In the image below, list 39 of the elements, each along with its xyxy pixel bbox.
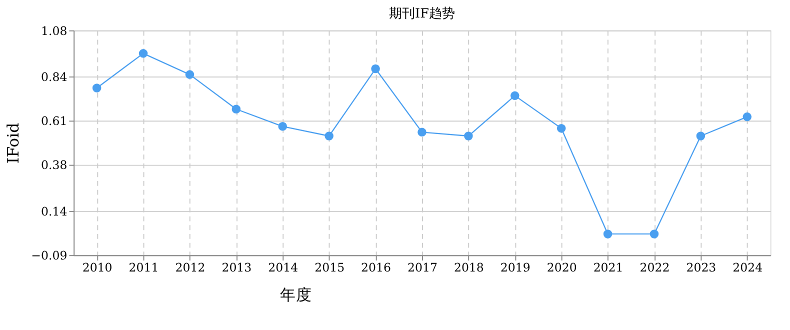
point	[696, 132, 706, 140]
point	[371, 64, 380, 74]
point	[138, 49, 148, 58]
point	[92, 84, 102, 92]
point	[418, 128, 426, 137]
chart-title: 期刊IF趋势	[389, 6, 455, 22]
x-tick-label: 2022	[640, 260, 670, 274]
x-tick-label: 2014	[268, 260, 298, 274]
y-tick-label: 0.14	[41, 204, 68, 218]
x-tick-label: 2017	[408, 260, 438, 274]
x-tick-label: 2010	[82, 260, 112, 274]
point	[650, 230, 659, 238]
point	[185, 70, 194, 79]
point	[742, 112, 752, 122]
x-tick-label: 2018	[454, 260, 484, 274]
x-tick-label: 2016	[361, 260, 392, 274]
x-tick-label: 2013	[222, 260, 252, 274]
x-tick-label: 2023	[686, 260, 716, 274]
point	[510, 91, 520, 100]
point	[603, 230, 612, 238]
y-tick-label: 0.84	[41, 70, 68, 84]
x-tick-label: 2020	[546, 260, 577, 274]
y-tick-label: 1.08	[41, 24, 68, 38]
x-tick-label: 2024	[732, 260, 763, 274]
point	[324, 132, 334, 140]
y-tick-label: 0.61	[41, 114, 68, 128]
x-tick-label: 2015	[314, 260, 345, 274]
x-axis-title: 年度	[280, 284, 312, 304]
x-tick-label: 2021	[593, 260, 624, 274]
x-tick-label: 2019	[500, 260, 530, 274]
point	[232, 104, 241, 114]
point	[556, 124, 566, 133]
point	[464, 132, 473, 140]
x-tick-label: 2011	[128, 260, 159, 274]
y-axis-title: IFoid	[3, 122, 22, 164]
y-tick-label: −0.09	[31, 248, 68, 263]
x-tick-label: 2012	[175, 260, 206, 274]
y-tick-label: 0.38	[41, 158, 68, 172]
point	[278, 122, 288, 131]
